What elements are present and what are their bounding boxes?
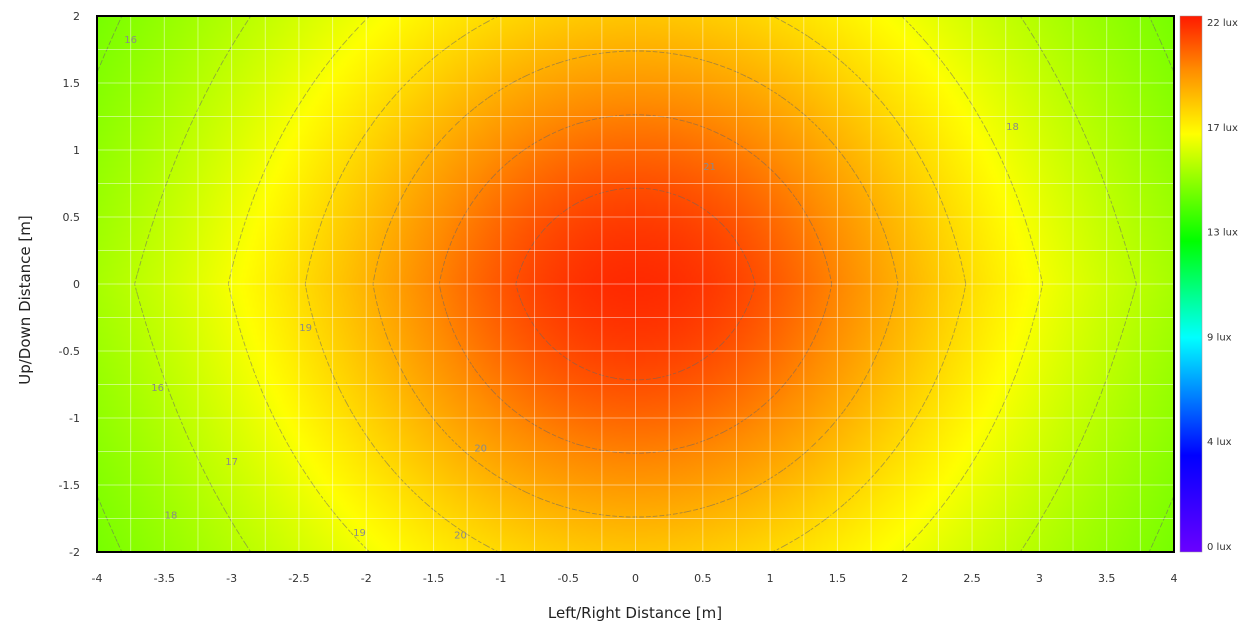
- grid-lines: [96, 15, 1175, 553]
- y-tick-label: 0.5: [63, 211, 81, 224]
- y-tick-label: 0: [73, 278, 80, 291]
- y-tick-label: -2: [69, 546, 80, 559]
- contour-label: 18: [165, 511, 178, 522]
- contour-line-21: [515, 187, 756, 381]
- x-tick-label: 2.5: [963, 572, 981, 585]
- contour-line-19: [372, 50, 899, 518]
- x-tick-label: 2: [901, 572, 908, 585]
- y-tick-label: -1: [69, 412, 80, 425]
- contour-label: 20: [454, 531, 467, 542]
- x-tick-label: -2: [361, 572, 372, 585]
- contour-line-16: [134, 16, 1137, 552]
- colorbar-label: 0 lux: [1207, 542, 1232, 553]
- y-tick-label: 1.5: [63, 77, 81, 90]
- y-axis-title: Up/Down Distance [m]: [16, 215, 34, 385]
- x-tick-label: 1.5: [829, 572, 847, 585]
- contour-line-17: [227, 16, 1044, 552]
- y-tick-label: -0.5: [59, 345, 80, 358]
- x-tick-label: 3.5: [1098, 572, 1116, 585]
- x-tick-label: 1: [767, 572, 774, 585]
- contour-line-18: [304, 16, 967, 552]
- x-tick-labels: -4 -3.5 -3 -2.5 -2 -1.5 -1 -0.5 0 0.5 1 1.5 2 2.5 3 3.5…: [92, 572, 1178, 585]
- contour-line-15: [97, 16, 1174, 552]
- colorbar-label: 22 lux: [1207, 18, 1238, 29]
- colorbar-label: 4 lux: [1207, 437, 1232, 448]
- colorbar: [1179, 15, 1203, 553]
- x-tick-label: 3: [1036, 572, 1043, 585]
- contour-lines: [97, 16, 1174, 552]
- colorbar-label: 13 lux: [1207, 228, 1238, 239]
- heatmap-image: [97, 16, 1174, 552]
- y-tick-label: 1: [73, 144, 80, 157]
- colorbar-label: 9 lux: [1207, 332, 1232, 343]
- y-tick-label: 2: [73, 10, 80, 23]
- contour-label: 17: [225, 457, 238, 468]
- contour-label: 21: [703, 162, 716, 173]
- x-tick-label: -2.5: [288, 572, 309, 585]
- heatmap-area: [97, 16, 1174, 552]
- x-tick-label: 0: [632, 572, 639, 585]
- colorbar-labels: 22 lux 17 lux 13 lux 9 lux 4 lux 0 lux: [1207, 18, 1238, 553]
- colorbar-label: 17 lux: [1207, 123, 1238, 134]
- x-tick-label: 4: [1171, 572, 1178, 585]
- x-tick-label: -3.5: [154, 572, 175, 585]
- contour-labels: 16 18 21 19 16 20 17 18 19 20: [124, 35, 1019, 542]
- plot-frame: [96, 15, 1175, 553]
- contour-label: 20: [474, 444, 487, 455]
- x-tick-label: -0.5: [557, 572, 578, 585]
- contour-label: 19: [299, 323, 312, 334]
- x-axis-title: Left/Right Distance [m]: [548, 604, 722, 622]
- x-tick-label: 0.5: [694, 572, 712, 585]
- contour-label: 18: [1006, 122, 1019, 133]
- contour-line-20: [438, 114, 833, 454]
- x-tick-label: -1.5: [423, 572, 444, 585]
- contour-label: 19: [353, 528, 366, 539]
- contour-label: 16: [124, 35, 137, 46]
- contour-label: 16: [151, 383, 164, 394]
- y-tick-label: -1.5: [59, 479, 80, 492]
- x-tick-label: -1: [495, 572, 506, 585]
- x-tick-label: -3: [226, 572, 237, 585]
- y-tick-labels: 2 1.5 1 0.5 0 -0.5 -1 -1.5 -2: [59, 10, 80, 559]
- x-tick-label: -4: [92, 572, 103, 585]
